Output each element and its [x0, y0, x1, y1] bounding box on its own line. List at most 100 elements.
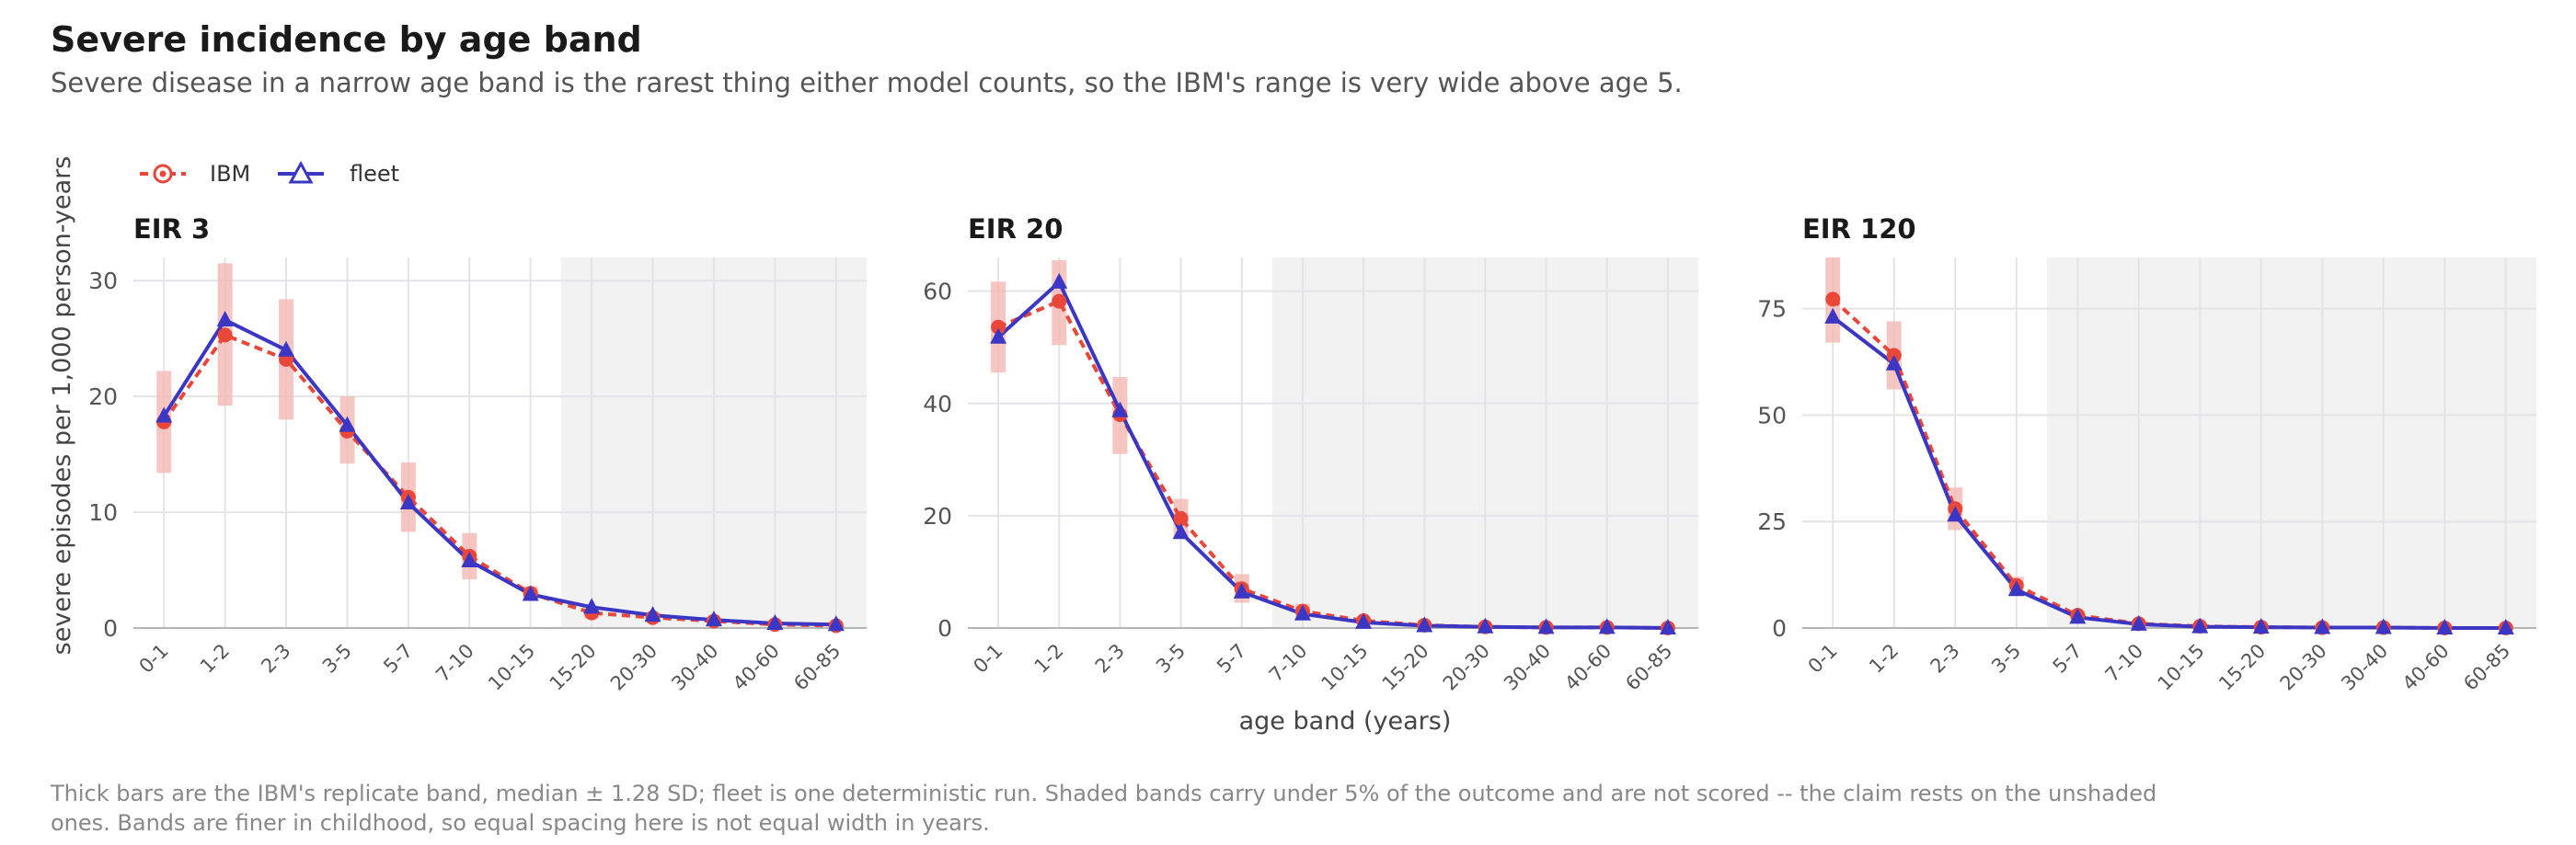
y-tick-label: 0 [103, 615, 118, 642]
fleet-point [705, 611, 722, 627]
fleet-point [1233, 582, 1250, 599]
x-tick-label: 7-10 [431, 640, 478, 687]
fleet-point [1537, 618, 1555, 634]
x-tick-label: 5-7 [1213, 640, 1250, 678]
x-tick-label: 60-85 [789, 640, 845, 695]
y-tick-label: 60 [923, 279, 952, 305]
x-tick-label: 2-3 [1926, 640, 1964, 678]
legend-item-fleet: fleet [278, 160, 399, 187]
fleet-point [2436, 619, 2454, 634]
y-tick-label: 10 [88, 499, 118, 526]
fleet-point [1477, 617, 1494, 634]
panel-title: EIR 20 [968, 213, 1063, 245]
ibm-line [997, 299, 1668, 630]
x-tick-label: 1-2 [1865, 640, 1903, 678]
fleet-point [2314, 618, 2331, 634]
x-tick-label: 3-5 [1987, 640, 2025, 678]
y-tick-label: 75 [1757, 296, 1787, 323]
fleet-point [766, 613, 784, 630]
y-axis-title: severe episodes per 1,000 person-years [48, 156, 76, 656]
caption-line-1: Thick bars are the IBM's replicate band,… [50, 781, 2156, 806]
x-tick-label: 40-60 [1560, 640, 1616, 695]
fleet-point [1172, 523, 1190, 540]
caption-line-2: ones. Bands are finer in childhood, so e… [51, 810, 990, 836]
x-tick-label: 30-40 [2337, 640, 2392, 695]
x-tick-label: 5-7 [2049, 640, 2087, 678]
x-tick-label: 60-85 [2459, 640, 2514, 695]
panel-2: 0 20 40 60 EIR 20 0-1 1-2 2-3 3-5 5-7 7-10 10-15 15-… [923, 213, 1698, 695]
fleet-point [522, 585, 539, 601]
y-tick-label: 40 [923, 391, 952, 417]
fleet-point [1885, 354, 1903, 371]
ibm-point [217, 327, 233, 343]
legend-label-ibm: IBM [210, 161, 250, 187]
ibm-point [1173, 510, 1189, 526]
x-tick-label: 0-1 [135, 640, 173, 678]
y-tick-label: 30 [88, 268, 118, 294]
x-tick-label: 30-40 [1500, 640, 1555, 695]
x-tick-label: 1-2 [1030, 640, 1068, 678]
legend-label-fleet: fleet [350, 161, 399, 187]
x-tick-label: 0-1 [969, 640, 1006, 678]
fleet-point [2252, 618, 2270, 634]
panel-title: EIR 3 [133, 213, 210, 245]
fleet-point [155, 406, 173, 423]
fleet-point [2497, 619, 2514, 634]
fleet-point [1824, 307, 1842, 324]
ibm-point [991, 319, 1006, 335]
x-tick-label: 7-10 [2101, 640, 2148, 687]
fleet-point [990, 327, 1007, 344]
fleet-point [1416, 616, 1433, 633]
y-tick-label: 20 [923, 503, 952, 530]
x-axis-title: age band (years) [1239, 707, 1452, 736]
fleet-point [1051, 272, 1068, 289]
x-tick-label: 5-7 [379, 640, 417, 678]
x-tick-label: 20-30 [606, 640, 661, 695]
x-tick-label: 20-30 [2276, 640, 2331, 695]
x-tick-label: 15-20 [2214, 640, 2270, 695]
chart-subtitle: Severe disease in a narrow age band is t… [51, 67, 1683, 98]
chart-title: Severe incidence by age band [51, 19, 642, 60]
fleet-point [1355, 612, 1373, 629]
x-tick-label: 40-60 [729, 640, 784, 695]
fleet-point [399, 493, 417, 509]
x-tick-label: 20-30 [1439, 640, 1494, 695]
legend-fleet-marker [288, 160, 314, 184]
panel-3: 0 25 50 75 EIR 120 0-1 1-2 2-3 3-5 5-7 7-10 10-15 15… [1757, 213, 2536, 695]
x-tick-label: 30-40 [667, 640, 722, 695]
x-tick-label: 2-3 [1091, 640, 1129, 678]
panel-title: EIR 120 [1802, 213, 1916, 245]
fleet-point [1947, 506, 1964, 522]
x-tick-label: 60-85 [1621, 640, 1676, 695]
fleet-line [1832, 315, 2506, 630]
ibm-point [1052, 293, 1067, 309]
y-tick-label: 20 [88, 383, 118, 410]
fleet-point [1111, 401, 1129, 417]
x-tick-label: 15-20 [1378, 640, 1433, 695]
fleet-point [583, 598, 601, 614]
fleet-point [1659, 619, 1676, 634]
x-tick-label: 3-5 [1152, 640, 1190, 678]
x-tick-label: 2-3 [257, 640, 294, 678]
fleet-point [278, 340, 295, 357]
fleet-point [2007, 580, 2025, 597]
fleet-point [1598, 618, 1616, 634]
x-tick-label: 0-1 [1804, 640, 1842, 678]
fleet-point [461, 551, 478, 567]
fleet-point [2069, 608, 2087, 624]
y-tick-label: 50 [1757, 402, 1787, 428]
x-tick-label: 10-15 [1317, 640, 1372, 695]
x-tick-label: 10-15 [2154, 640, 2209, 695]
fleet-point [339, 416, 356, 432]
fleet-point [644, 606, 661, 622]
y-tick-label: 25 [1757, 508, 1787, 535]
fleet-point [216, 311, 234, 327]
x-tick-label: 7-10 [1265, 640, 1312, 687]
legend: IBM fleet [140, 160, 399, 187]
x-tick-label: 10-15 [484, 640, 539, 695]
fleet-point [2375, 618, 2392, 634]
fleet-line [996, 279, 1668, 630]
panel-1: 0 10 20 30 EIR 3 0-1 1-2 2-3 3-5 5-7 7-10 10-15 15-2… [88, 213, 867, 695]
